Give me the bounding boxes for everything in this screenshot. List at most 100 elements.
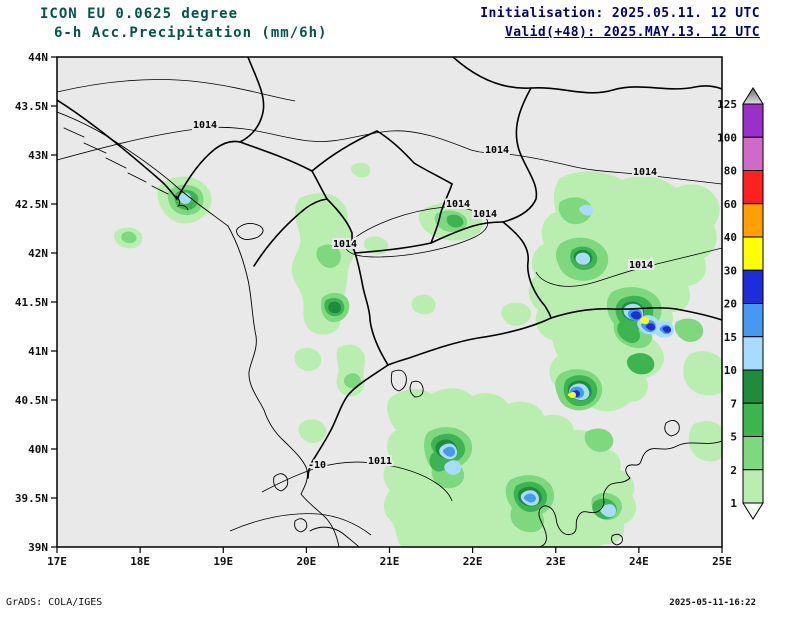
precip-area (600, 504, 616, 518)
precip-area (411, 294, 436, 315)
y-axis-label: 42N (28, 247, 48, 260)
country-border (452, 57, 722, 94)
legend-label: 10 (724, 364, 737, 377)
x-axis-label: 17E (47, 555, 67, 568)
country-border (550, 307, 722, 321)
country-border (502, 87, 538, 223)
legend-label: 40 (724, 231, 737, 244)
country-border (502, 221, 552, 319)
isobar-label: 1014 (473, 209, 497, 220)
legend-swatch (742, 236, 764, 271)
x-axis-label: 22E (463, 555, 483, 568)
country-border (387, 317, 552, 366)
x-axis-label: 25E (712, 555, 732, 568)
coastline (309, 526, 360, 547)
country-border (326, 198, 356, 254)
precip-area (316, 244, 341, 268)
legend-under-triangle (742, 502, 764, 520)
isobar-label: -10 (308, 460, 326, 471)
coastline (538, 440, 722, 547)
isobar-label: 1014 (485, 145, 509, 156)
legend-over-triangle (742, 87, 764, 105)
isobar-label: 1014 (633, 167, 657, 178)
legend-label: 30 (724, 264, 737, 277)
precip-area (446, 214, 464, 228)
country-border (430, 183, 453, 244)
legend-swatch (742, 469, 764, 504)
precip-area (328, 301, 342, 314)
country-border (430, 221, 504, 244)
isobar-label: 1014 (446, 199, 470, 210)
isobar-line (57, 126, 722, 185)
isobar-line (57, 79, 296, 102)
precip-area (558, 197, 592, 225)
coastline (57, 111, 229, 227)
country-border (354, 242, 432, 254)
y-axis-label: 44N (28, 51, 48, 64)
isobar-line (261, 461, 453, 502)
legend-label: 80 (724, 165, 737, 178)
isobar-label: 1014 (333, 239, 357, 250)
coastline (390, 369, 407, 392)
legend-label: 125 (717, 98, 737, 111)
legend-swatch (742, 269, 764, 304)
precip-area (584, 428, 614, 452)
coastline (105, 157, 127, 169)
precip-area (674, 318, 704, 342)
y-axis-label: 41.5N (15, 296, 48, 309)
precip-area (683, 351, 722, 396)
coastline (409, 380, 424, 398)
isobar-label: 1011 (368, 456, 392, 467)
grads-stamp: GrADS: COLA/IGES (6, 597, 103, 608)
precip-area (443, 446, 455, 457)
product-title: 6-h Acc.Precipitation (mm/6h) (54, 25, 328, 41)
x-axis-label: 20E (296, 555, 316, 568)
precip-area (567, 391, 576, 399)
x-axis-label: 23E (546, 555, 566, 568)
y-axis-label: 39N (28, 541, 48, 554)
legend-label: 2 (730, 464, 737, 477)
precip-area (630, 311, 641, 320)
precip-area (179, 192, 192, 204)
legend-label: 1 (730, 497, 737, 510)
country-border (239, 141, 313, 172)
isobar-line (229, 513, 372, 536)
coastline (611, 533, 623, 546)
precip-area (350, 162, 371, 178)
precip-area (639, 317, 649, 325)
precip-area (645, 323, 655, 331)
coastline (294, 518, 308, 533)
precip-area (336, 344, 365, 397)
precip-area (501, 302, 532, 326)
y-axis-label: 42.5N (15, 198, 48, 211)
country-border (57, 99, 178, 200)
x-axis-label: 21E (380, 555, 400, 568)
precip-area (298, 419, 327, 444)
coastline (83, 142, 107, 154)
x-axis-label: 19E (213, 555, 233, 568)
country-border (311, 170, 328, 200)
legend-label: 20 (724, 298, 737, 311)
legend-label: 7 (730, 397, 737, 410)
legend-swatch (742, 336, 764, 371)
precip-area (688, 421, 722, 462)
coastline (227, 225, 340, 547)
legend-swatch (742, 303, 764, 338)
legend-swatch (742, 369, 764, 404)
y-axis-label: 43N (28, 149, 48, 162)
isobar-line (535, 247, 722, 287)
x-axis-label: 18E (130, 555, 150, 568)
precip-layer-20 (571, 311, 671, 398)
precip-area (294, 347, 322, 372)
initialisation-time: Initialisation: 2025.05.11. 12 UTC (480, 6, 760, 21)
y-axis-label: 39.5N (15, 492, 48, 505)
country-border (253, 198, 328, 267)
country-border (354, 252, 389, 366)
precip-area (523, 493, 536, 503)
legend-swatch (742, 436, 764, 471)
country-border (307, 364, 389, 479)
coastline (175, 195, 189, 211)
legend-swatch (742, 203, 764, 238)
